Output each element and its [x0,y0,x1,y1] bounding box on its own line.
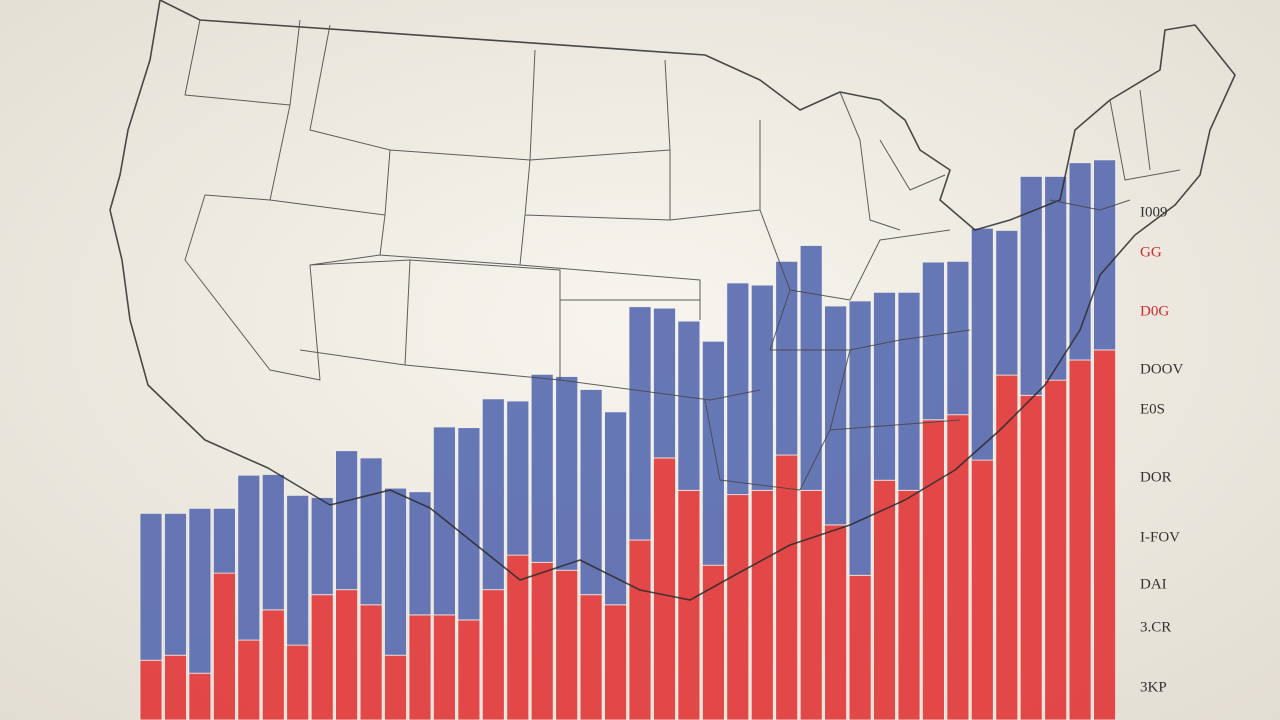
bar-segment [237,474,261,641]
bar-segment [408,614,432,720]
bar-segment [359,457,383,606]
annotation-label: GG [1140,244,1162,260]
annotation-label: DOR [1140,469,1172,485]
bar-segment [164,512,187,656]
bar-segment [873,291,896,481]
bar-segment [481,589,505,720]
bar-segment [555,569,579,720]
bar-segment [481,398,505,591]
us-map [109,0,1236,601]
bar-segment [653,307,676,459]
bar-segment [995,229,1019,376]
bar-segment [946,260,970,416]
bar-segment [653,457,676,720]
bar-segment [775,454,799,720]
bar-segment [1044,175,1068,381]
bar-segment [384,654,407,720]
bar-segment [970,227,994,461]
bar-segment [432,426,456,616]
bar-segment [432,614,456,720]
bar-segment [726,282,750,496]
bar-segment [750,284,774,491]
bar-segment [677,489,701,720]
bar-segment [628,306,652,541]
bar-segment [212,507,236,574]
bar-segment [261,474,285,611]
bar-segment [579,389,603,596]
bar-segment [677,320,701,491]
annotation-label: DAI [1140,576,1167,592]
bar-segment [188,507,212,674]
bar-segment [384,487,407,656]
bars [139,159,1116,720]
bar-segment [897,489,921,720]
bar-segment [408,491,432,616]
bar-segment [702,340,725,566]
bar-segment [139,659,163,720]
bar-segment [457,619,481,720]
bar-segment [555,376,579,571]
bar-segment [1019,394,1043,720]
bar-segment [824,524,847,720]
bar-segment [506,554,530,720]
bar-segment [628,539,652,720]
bar-segment [922,419,945,720]
bar-segment [897,291,921,491]
bar-segment [261,609,285,720]
annotation-label: 3KP [1140,679,1167,695]
annotation-label: DOOV [1140,361,1183,377]
bar-segment [1044,379,1068,720]
bar-segment [579,594,603,720]
bar-segment [139,512,163,661]
bar-segment [604,411,627,606]
bar-segment [995,374,1019,720]
bar-segment [335,589,359,720]
annotation-label: I009 [1140,204,1168,220]
bar-segment [188,672,212,720]
bar-segment [799,489,823,720]
annotation-label: 3.CR [1140,619,1171,635]
bar-segment [506,400,530,556]
bar-segment [1068,359,1092,720]
bar-segment [799,245,823,491]
bar-segment [335,450,359,591]
bar-segment [1093,159,1116,351]
annotations: I009 GG D0G DOOV E0S DOR I-FOV DAI 3.CR 3KP [1140,204,1183,695]
bar-segment [702,564,725,720]
bar-segment [1068,162,1092,361]
bar-segment [873,479,896,720]
bar-segment [848,300,872,576]
bar-segment [359,604,383,720]
bar-segment [1019,175,1043,396]
bar-segment [726,494,750,720]
bar-segment [970,459,994,720]
bar-segment [922,261,945,421]
bar-segment [212,572,236,720]
bar-segment [530,561,554,720]
bar-segment [237,639,261,720]
bar-segment [848,574,872,720]
bar-segment [1093,349,1116,720]
bar-segment [824,305,847,526]
bar-segment [775,260,799,456]
bar-segment [530,373,554,563]
bar-segment [457,427,481,621]
annotation-label: E0S [1140,401,1165,417]
bar-segment [286,494,310,646]
bar-segment [310,497,334,596]
annotation-label: D0G [1140,303,1169,319]
bar-segment [310,594,334,720]
bar-segment [604,604,627,720]
bar-segment [164,654,187,720]
bar-segment [750,489,774,720]
bar-segment [286,644,310,720]
annotation-label: I-FOV [1140,529,1180,545]
